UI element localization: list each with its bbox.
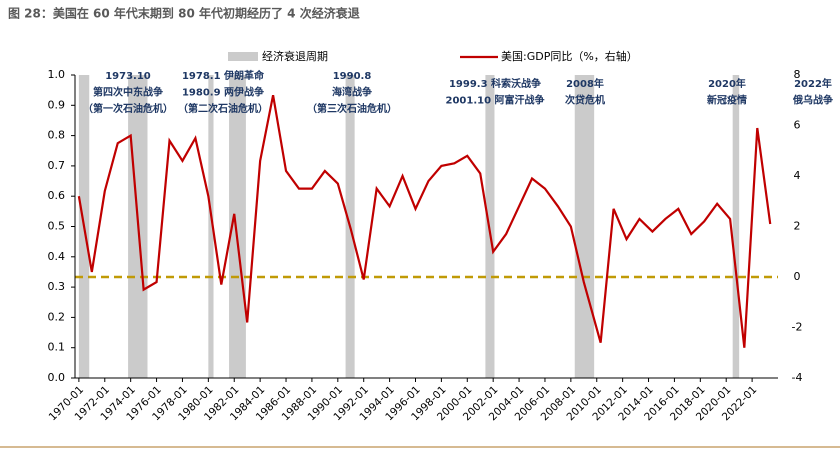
- annotation: 2022年: [794, 77, 832, 90]
- y2-tick-label: 4: [794, 169, 801, 182]
- y2-tick-label: 8: [794, 68, 801, 81]
- y-tick-label: 0.2: [48, 310, 66, 323]
- y-tick-label: 0.5: [48, 220, 66, 233]
- annotation: 海湾战争: [332, 86, 372, 99]
- legend-swatch: [228, 52, 258, 61]
- annotation: 1980.9 两伊战争: [182, 86, 264, 99]
- y-tick-label: 0.8: [48, 129, 66, 142]
- y-tick-label: 0.7: [48, 159, 66, 172]
- y-tick-label: 0.9: [48, 98, 66, 111]
- annotation: 2008年: [566, 77, 604, 90]
- recession-bar: [208, 75, 214, 378]
- annotation: 1973.10: [105, 71, 151, 82]
- chart-title: 图 28：美国在 60 年代末期到 80 年代初期经历了 4 次经济衰退: [8, 6, 360, 21]
- annotation: 1990.8: [333, 71, 372, 82]
- y2-tick-label: 2: [794, 220, 801, 233]
- legend-label: 美国:GDP同比（%，右轴）: [501, 49, 638, 63]
- annotation: 次贷危机: [565, 94, 605, 107]
- recession-bar: [574, 75, 595, 378]
- annotation: 新冠疫情: [707, 94, 747, 107]
- annotation: 俄乌战争: [792, 94, 833, 107]
- y-tick-label: 0.6: [48, 189, 66, 202]
- recession-bar: [229, 75, 246, 378]
- y-tick-label: 0.0: [48, 371, 66, 384]
- gdp-line: [77, 94, 772, 348]
- y-tick-label: 0.1: [48, 341, 66, 354]
- annotation: （第二次石油危机）: [178, 102, 268, 115]
- y-tick-label: 0.4: [48, 250, 66, 263]
- annotation: 1978.1 伊朗革命: [182, 69, 265, 82]
- y-tick-label: 0.3: [48, 280, 66, 293]
- annotation: 1999.3 科索沃战争: [449, 77, 541, 90]
- y2-tick-label: -4: [792, 371, 803, 384]
- recession-bar: [732, 75, 740, 378]
- y2-tick-label: 0: [794, 270, 801, 283]
- y-tick-label: 1.0: [48, 68, 66, 81]
- y2-tick-label: 6: [794, 119, 801, 132]
- y2-tick-label: -2: [792, 321, 803, 334]
- annotation: （第一次石油危机）: [83, 102, 173, 115]
- annotation: 2001.10 阿富汗战争: [445, 94, 544, 107]
- annotation: （第三次石油危机）: [307, 102, 397, 115]
- legend-label: 经济衰退周期: [262, 49, 328, 63]
- annotation: 2020年: [708, 77, 746, 90]
- annotation: 第四次中东战争: [93, 86, 163, 99]
